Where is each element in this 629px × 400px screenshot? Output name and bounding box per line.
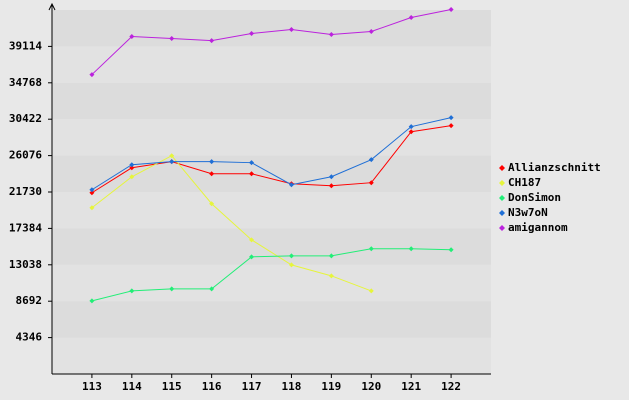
data-point (368, 157, 374, 163)
data-point (89, 205, 95, 211)
data-point (169, 159, 175, 165)
grid-band (52, 46, 491, 83)
series-line (91, 117, 452, 191)
x-tick-label: 121 (401, 380, 421, 393)
data-point (249, 254, 255, 260)
legend-label: CH187 (508, 176, 541, 189)
data-point (169, 286, 175, 292)
data-point (288, 182, 294, 188)
x-tick-label: 120 (361, 380, 381, 393)
legend-marker (499, 165, 505, 171)
data-point (209, 159, 215, 165)
data-point (129, 174, 135, 180)
data-point (209, 38, 215, 44)
y-tick-label: 13038 (9, 258, 42, 271)
y-tick-label: 26076 (9, 149, 42, 162)
grid-band (52, 10, 491, 47)
grid-band (52, 82, 491, 120)
grid-band (52, 228, 491, 265)
data-point (169, 153, 175, 159)
data-point (328, 32, 334, 38)
data-point (448, 115, 454, 121)
data-point (249, 237, 255, 243)
legend-label: amigannom (508, 221, 568, 234)
x-tick-label: 115 (162, 380, 182, 393)
data-point (89, 187, 95, 193)
data-point (368, 180, 374, 186)
y-tick-label: 21730 (9, 185, 42, 198)
y-axis-arrow (48, 2, 56, 11)
legend-marker (499, 180, 505, 186)
data-point (368, 288, 374, 294)
x-tick-label: 117 (242, 380, 262, 393)
data-point (408, 246, 414, 252)
data-point (89, 72, 95, 78)
data-point (249, 171, 255, 177)
data-point (408, 15, 414, 21)
data-point (328, 253, 334, 259)
series-line (91, 125, 452, 194)
legend-label: Allianzschnitt (508, 161, 601, 174)
data-point (129, 34, 135, 40)
x-tick-label: 116 (202, 380, 222, 393)
data-point (288, 253, 294, 259)
data-point (209, 171, 215, 177)
data-point (129, 162, 135, 168)
data-point (328, 174, 334, 180)
x-tick-label: 122 (441, 380, 461, 393)
grid-band (52, 119, 491, 156)
x-tick-label: 119 (321, 380, 341, 393)
plot-bands (52, 10, 491, 374)
data-point (288, 262, 294, 268)
series-line (91, 9, 452, 75)
data-point (129, 165, 135, 171)
y-tick-label: 8692 (16, 294, 43, 307)
data-point (328, 273, 334, 279)
data-point (209, 286, 215, 292)
data-point (328, 183, 334, 189)
data-point (169, 36, 175, 42)
data-point (408, 124, 414, 130)
legend-label: N3w7oN (508, 206, 548, 219)
x-tick-label: 114 (122, 380, 142, 393)
data-point (249, 160, 255, 166)
data-point (368, 29, 374, 35)
legend-label: DonSimon (508, 191, 561, 204)
data-point (448, 247, 454, 253)
y-tick-label: 34768 (9, 76, 42, 89)
x-tick-label: 113 (82, 380, 102, 393)
data-point (448, 6, 454, 12)
y-tick-label: 17384 (9, 221, 42, 234)
series-line (91, 248, 452, 302)
legend-marker (499, 225, 505, 231)
data-point (129, 288, 135, 294)
data-point (448, 123, 454, 129)
data-point (408, 129, 414, 135)
grid-band (52, 301, 491, 338)
grid-band (52, 337, 491, 374)
y-tick-label: 30422 (9, 112, 42, 125)
data-point (209, 201, 215, 207)
legend-marker (499, 210, 505, 216)
series-line (91, 155, 372, 292)
y-tick-label: 4346 (16, 331, 43, 344)
x-tick-label: 118 (282, 380, 302, 393)
grid-band (52, 192, 491, 229)
legend-marker (499, 195, 505, 201)
data-point (288, 27, 294, 33)
y-tick-label: 39114 (9, 39, 42, 52)
grid-band (52, 264, 491, 302)
data-point (368, 246, 374, 252)
data-point (89, 190, 95, 196)
data-point (249, 31, 255, 37)
data-point (89, 298, 95, 304)
